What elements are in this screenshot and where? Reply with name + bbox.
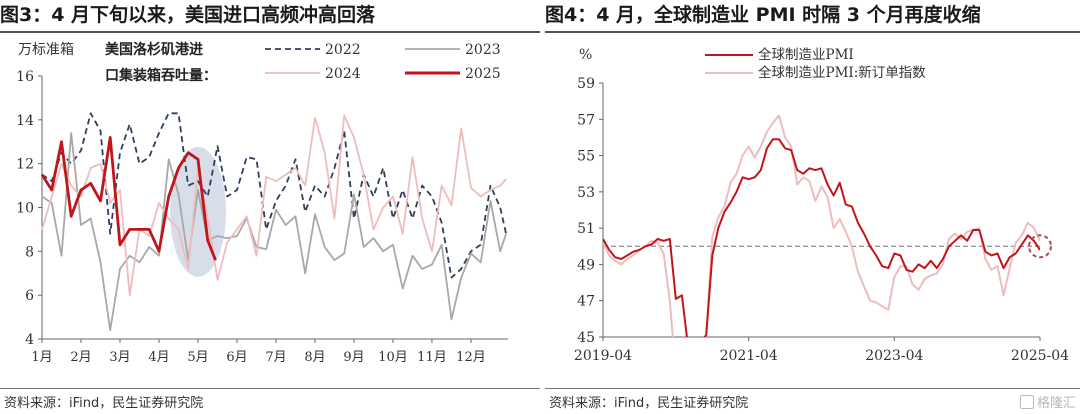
y-tick-label: 16 <box>16 69 34 85</box>
y-tick-label: 59 <box>577 76 595 92</box>
y-tick-label: 8 <box>25 244 34 260</box>
left-source-note: 资料来源：iFind，民生证券研究院 <box>4 396 204 411</box>
x-tick-label: 12月 <box>456 350 486 365</box>
left-figure-panel: 图3：4 月下旬以来，美国进口高频冲高回落 4 6 8 10 12 14 16 1月 2月 3月 4… <box>0 4 540 411</box>
legend-label-2025: 2025 <box>465 66 501 82</box>
left-chart: 4 6 8 10 12 14 16 1月 2月 3月 4月 5月 6月 7月 8月 9月 10月 11月 12月 万标… <box>16 41 508 365</box>
y-tick-label: 55 <box>577 149 595 165</box>
x-tick-label: 3月 <box>109 350 130 365</box>
legend-label-2023: 2023 <box>465 42 501 58</box>
watermark-logo-icon <box>1019 395 1034 409</box>
y-tick-label: 6 <box>25 288 34 304</box>
x-tick-label: 6月 <box>226 350 247 365</box>
unit-label: 万标准箱 <box>18 42 74 58</box>
plot-area <box>603 114 1040 337</box>
y-tick-label: 47 <box>577 294 595 310</box>
right-source-rule <box>545 388 1080 389</box>
y-tick-label: 49 <box>577 257 595 273</box>
legend-label-new-orders: 全球制造业PMI:新订单指数 <box>758 64 926 81</box>
left-source-rule <box>0 388 540 389</box>
x-tick-label: 7月 <box>265 350 286 365</box>
x-tick-label: 2023-04 <box>865 348 923 364</box>
left-title-rule <box>0 31 540 33</box>
watermark-text: 格隆汇 <box>1036 396 1076 411</box>
x-tick-label: 10月 <box>378 350 408 365</box>
x-tick-label: 11月 <box>417 350 447 365</box>
legend-title-line2: 口集装箱吞吐量： <box>105 67 217 84</box>
series-line-2023 <box>41 132 507 332</box>
right-title-rule <box>545 31 1080 33</box>
right-figure-title: 图4：4 月，全球制造业 PMI 时隔 3 个月再度收缩 <box>545 4 981 26</box>
y-tick-label: 10 <box>16 201 34 217</box>
y-tick-label: 57 <box>577 112 595 128</box>
x-tick-label: 2月 <box>70 350 91 365</box>
x-tick-label: 2021-04 <box>720 348 778 364</box>
x-tick-label: 2025-04 <box>1011 348 1069 364</box>
y-tick-label: 14 <box>16 113 34 129</box>
legend-label-2022: 2022 <box>325 42 361 58</box>
y-tick-label: 45 <box>577 330 595 346</box>
y-tick-label: 12 <box>16 157 34 173</box>
watermark-logo: 格隆汇 <box>1019 392 1076 411</box>
y-tick-label: 4 <box>25 332 34 348</box>
legend-label-2024: 2024 <box>325 66 361 82</box>
highlight-circle <box>1028 234 1052 259</box>
series-line-2025 <box>40 136 217 261</box>
x-tick-label: 9月 <box>343 350 364 365</box>
unit-label: % <box>579 47 592 63</box>
series-line-new-orders <box>603 114 1040 337</box>
right-source-note: 资料来源：iFind，民生证券研究院 <box>549 396 749 411</box>
legend-title-line1: 美国洛杉矶港进 <box>105 41 203 58</box>
x-tick-label: 4月 <box>148 350 169 365</box>
y-tick-label: 53 <box>577 185 595 201</box>
series-line-pmi <box>603 138 1040 337</box>
series-line-2024 <box>41 114 507 297</box>
y-tick-label: 51 <box>577 221 595 237</box>
left-figure-title: 图3：4 月下旬以来，美国进口高频冲高回落 <box>0 4 376 26</box>
x-tick-label: 5月 <box>187 350 208 365</box>
right-chart: 45 47 49 51 53 55 57 59 2019-04 2021-04 2023-04 202… <box>574 46 1069 364</box>
right-figure-panel: 图4：4 月，全球制造业 PMI 时隔 3 个月再度收缩 45 47 49 51 53 5… <box>545 0 1080 414</box>
x-tick-label: 2019-04 <box>574 348 632 364</box>
x-tick-label: 8月 <box>304 350 325 365</box>
x-tick-label: 1月 <box>31 350 52 365</box>
legend-label-pmi: 全球制造业PMI <box>758 46 854 63</box>
